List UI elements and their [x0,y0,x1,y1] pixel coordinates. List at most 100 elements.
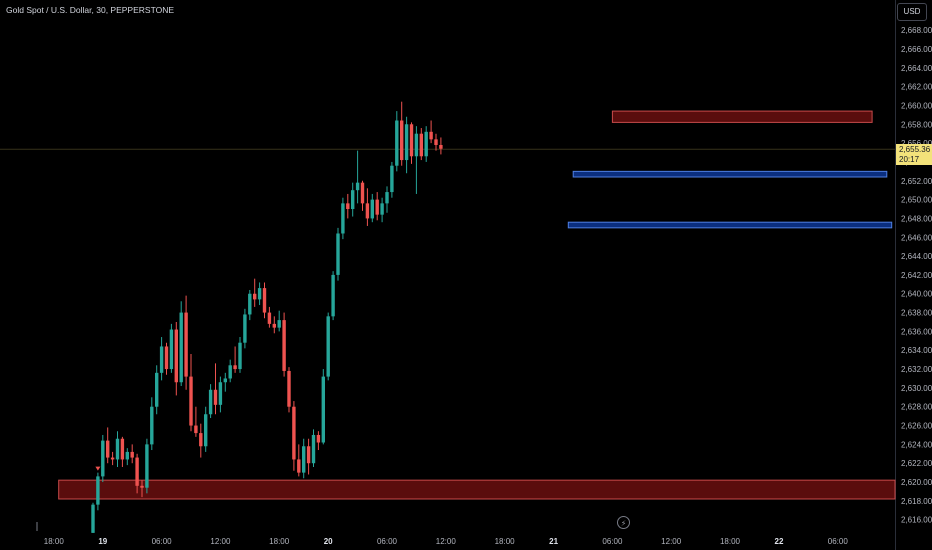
candle-body [424,131,428,157]
candle [199,423,203,458]
candle [434,133,438,151]
candle-body [375,199,379,215]
x-tick-label: 18:00 [44,537,65,546]
candle [370,193,374,223]
candle-body [150,406,154,445]
candle-body [419,133,423,157]
x-tick-label: 06:00 [377,537,398,546]
candle [341,197,345,240]
y-tick-label: 2,636.00 [901,327,932,336]
candle-body [321,376,325,443]
candle-body [360,182,365,204]
candle [311,429,316,467]
candle-body [223,378,227,383]
candle [248,289,252,321]
candle-body [101,440,105,477]
candle-body [199,433,203,447]
candle [96,472,100,511]
y-tick-label: 2,656.00 [901,139,932,148]
candle-body [306,446,311,464]
lightning-icon[interactable]: ⚡ [617,516,630,529]
candle [194,406,198,437]
y-tick-label: 2,668.00 [901,26,932,35]
currency-button[interactable]: USD [897,3,927,21]
candle [169,323,174,373]
x-tick-label: 12:00 [436,537,457,546]
candle [282,312,286,377]
x-tick-label: 06:00 [602,537,623,546]
candle [140,480,144,498]
demand-zone [567,221,893,229]
candle-body [355,182,360,191]
y-tick-label: 2,648.00 [901,214,932,223]
candle [238,337,242,373]
candle-body [179,312,183,383]
y-tick-label: 2,664.00 [901,64,932,73]
y-tick-label: 2,644.00 [901,252,932,261]
candle-body [331,274,335,317]
candle-body [282,320,286,371]
signal-arrow [95,466,101,471]
candle [409,122,414,164]
candle-body [434,139,438,145]
y-tick-label: 2,624.00 [901,440,932,449]
candle [321,369,325,445]
candle-body [248,293,252,315]
y-tick-label: 2,620.00 [901,478,932,487]
y-tick-label: 2,652.00 [901,177,932,186]
y-tick-label: 2,642.00 [901,271,932,280]
x-tick-label: 22 [775,537,784,546]
candle-body [336,233,340,275]
candle-body [243,314,247,343]
candles-layer [91,101,443,533]
zones-layer [58,110,896,500]
y-axis-ticks: 2,616.00 2,618.00 2,620.00 2,622.00 2,624.00… [901,26,932,525]
candle-body [213,389,218,405]
candle [257,282,262,306]
candle [439,137,443,155]
candle-body [238,342,242,370]
y-tick-label: 2,650.00 [901,196,932,205]
candle [204,406,208,452]
candle-body [159,346,164,373]
candle [174,321,178,396]
candle [424,126,428,162]
candle-body [429,131,433,140]
candle [243,308,247,349]
candle [189,354,193,432]
candle [155,365,159,415]
candle [223,372,227,392]
chart-title: Gold Spot / U.S. Dollar, 30, PEPPERSTONE [6,5,175,15]
candle [179,301,183,387]
candle [253,278,257,307]
demand-zone [572,170,888,178]
candle-body [409,124,414,157]
candle-body [292,406,296,460]
candle [208,384,213,419]
supply-zone [58,479,896,500]
candle-body [326,316,330,377]
x-tick-label: 06:00 [152,537,173,546]
candle [306,438,311,475]
last-price-label: 2,655.36 20:17 [896,144,932,165]
candle-body [120,438,125,460]
x-tick-label: 18:00 [495,537,516,546]
candle [130,444,134,464]
candle-body [204,414,208,447]
last-price-value: 2,655.36 [899,145,931,154]
candle [277,310,281,332]
candle-body [208,389,213,415]
candle-body [365,203,370,219]
candle [400,101,404,166]
candle [184,295,188,390]
candle-body [287,370,291,407]
candle [404,116,409,174]
candle-body [184,312,188,377]
candle [414,126,419,194]
candle-body [253,293,257,300]
candle-body [125,451,129,460]
x-tick-label: 12:00 [210,537,231,546]
candle [218,376,223,413]
candle [346,193,350,219]
